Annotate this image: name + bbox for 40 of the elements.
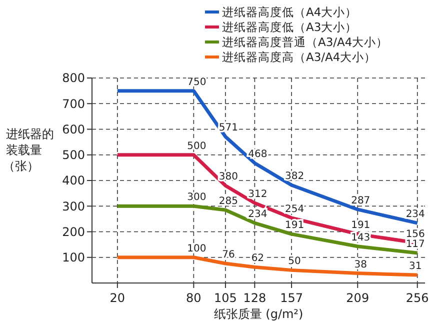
y-tick-label: 300 xyxy=(62,199,85,214)
data-label: 50 xyxy=(288,256,301,268)
data-label: 234 xyxy=(406,209,425,220)
y-tick-label: 700 xyxy=(62,96,85,111)
x-tick-label: 20 xyxy=(110,291,126,305)
legend-label: 进纸器高度普通（A3/A4大小） xyxy=(222,35,388,49)
data-label: 191 xyxy=(351,220,370,232)
data-label: 234 xyxy=(248,209,268,220)
data-label: 156 xyxy=(406,229,425,240)
data-label: 100 xyxy=(187,243,206,254)
data-label: 285 xyxy=(218,196,238,207)
y-tick-label: 500 xyxy=(62,148,85,162)
y-tick-label: 400 xyxy=(62,174,85,188)
x-tick-label: 128 xyxy=(243,291,266,305)
data-label: 382 xyxy=(285,171,304,182)
data-label: 750 xyxy=(187,76,206,88)
y-axis-title: 进纸器的装载量（张） xyxy=(3,127,54,173)
legend-label: 进纸器高度高（A3/A4大小） xyxy=(222,50,376,64)
data-label: 312 xyxy=(248,189,268,200)
legend-label: 进纸器高度低（A3大小） xyxy=(222,20,358,34)
x-tick-label: 256 xyxy=(406,291,429,305)
x-tick-label: 105 xyxy=(214,291,237,305)
data-label: 287 xyxy=(351,195,370,206)
data-label: 380 xyxy=(218,172,238,183)
x-tick-label: 80 xyxy=(186,291,202,305)
data-label: 254 xyxy=(285,204,304,215)
data-label: 468 xyxy=(248,149,268,160)
data-label: 38 xyxy=(354,259,368,270)
y-tick-label: 800 xyxy=(62,71,85,86)
legend-label: 进纸器高度低（A4大小） xyxy=(222,5,358,19)
data-label: 31 xyxy=(409,261,422,272)
y-tick-label: 100 xyxy=(62,250,85,265)
y-tick-label: 200 xyxy=(62,224,85,239)
data-label: 300 xyxy=(187,192,206,204)
x-axis-title: 纸张质量 (g/m²) xyxy=(214,307,304,321)
x-tick-label: 209 xyxy=(346,291,370,305)
data-label: 500 xyxy=(187,140,206,152)
data-label: 191 xyxy=(285,220,304,232)
x-tick-label: 157 xyxy=(280,291,303,305)
y-tick-label: 600 xyxy=(62,122,85,136)
